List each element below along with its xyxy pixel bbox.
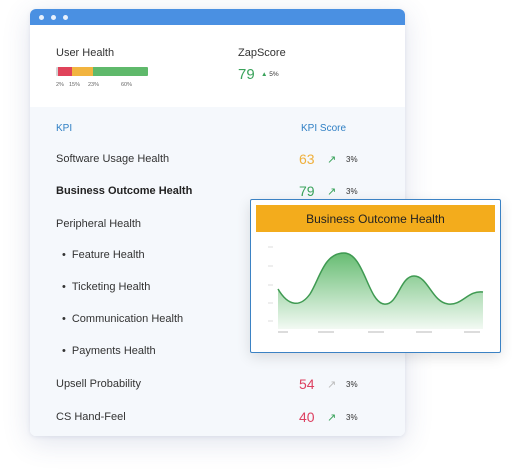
kpi-row-cs-hand-feel[interactable]: CS Hand-Feel 40 ↗ 3% xyxy=(30,401,405,433)
kpi-label: Ticketing Health xyxy=(62,281,150,293)
kpi-row-peripheral[interactable]: Peripheral Health xyxy=(30,208,405,240)
kpi-score: 63 xyxy=(299,151,315,167)
kpi-label: Peripheral Health xyxy=(56,218,141,230)
user-health-segment xyxy=(71,67,93,76)
kpi-row-communication[interactable]: Communication Health xyxy=(30,303,405,335)
user-health-tick: 23% xyxy=(88,82,100,88)
kpi-row-payments[interactable]: Payments Health xyxy=(30,335,405,367)
window-dot-icon xyxy=(51,14,56,20)
user-health-ticks: 2% 15% 23% 60% xyxy=(56,82,176,90)
kpi-change: 3% xyxy=(346,379,358,389)
trend-line xyxy=(277,252,484,305)
kpi-score: 40 xyxy=(299,409,315,425)
user-health-tick: 60% xyxy=(121,82,133,88)
window-titlebar xyxy=(30,9,405,25)
user-health-segment xyxy=(92,67,148,76)
zapscore-value: 79 xyxy=(238,66,255,83)
zapscore-label: ZapScore xyxy=(238,47,286,59)
kpi-score: 79 xyxy=(299,183,315,199)
kpi-row-feature[interactable]: Feature Health xyxy=(30,239,405,271)
popup-title: Business Outcome Health xyxy=(256,205,495,232)
kpi-label: CS Hand-Feel xyxy=(56,411,126,423)
kpi-label: Upsell Probability xyxy=(56,378,141,390)
arrow-up-right-icon: ↗ xyxy=(327,185,337,198)
user-health-label: User Health xyxy=(56,47,115,59)
trend-area xyxy=(278,253,483,329)
window-dot-icon xyxy=(39,14,44,20)
user-health-tick: 15% xyxy=(69,82,81,88)
arrow-up-right-icon: ↗ xyxy=(327,411,337,424)
summary-section: User Health 2% 15% 23% 60% ZapScore 79 ▲… xyxy=(30,25,405,107)
arrow-up-right-icon: ↗ xyxy=(327,378,337,391)
kpi-score: 54 xyxy=(299,376,315,392)
kpi-label: Communication Health xyxy=(62,313,183,325)
arrow-up-right-icon: ↗ xyxy=(327,153,337,166)
kpi-label: Feature Health xyxy=(62,249,145,261)
kpi-score-column-header: KPI Score xyxy=(301,123,347,134)
kpi-row-software-usage[interactable]: Software Usage Health 63 ↗ 3% xyxy=(30,143,405,175)
trend-chart xyxy=(268,246,484,333)
kpi-column-header: KPI xyxy=(56,123,73,134)
zapscore-change-value: 5% xyxy=(269,71,279,78)
window-dot-icon xyxy=(63,14,68,20)
triangle-up-icon: ▲ xyxy=(261,71,268,78)
kpi-label: Business Outcome Health xyxy=(56,185,193,197)
zapscore-change: ▲ 5% xyxy=(261,71,279,78)
user-health-tick: 2% xyxy=(56,82,64,88)
kpi-row-ticketing[interactable]: Ticketing Health xyxy=(30,271,405,303)
kpi-label: Software Usage Health xyxy=(56,153,170,165)
chart-y-ticks xyxy=(268,246,273,322)
user-health-segment xyxy=(57,67,72,76)
kpi-change: 3% xyxy=(346,154,358,164)
kpi-row-upsell[interactable]: Upsell Probability 54 ↗ 3% xyxy=(30,368,405,400)
user-health-segment xyxy=(56,67,58,76)
kpi-label: Payments Health xyxy=(62,345,156,357)
kpi-change: 3% xyxy=(346,412,358,422)
business-outcome-popup: Business Outcome Health xyxy=(250,199,501,353)
kpi-change: 3% xyxy=(346,186,358,196)
kpi-row-business-outcome[interactable]: Business Outcome Health 79 ↗ 3% xyxy=(30,175,405,207)
user-health-bar xyxy=(56,67,148,76)
